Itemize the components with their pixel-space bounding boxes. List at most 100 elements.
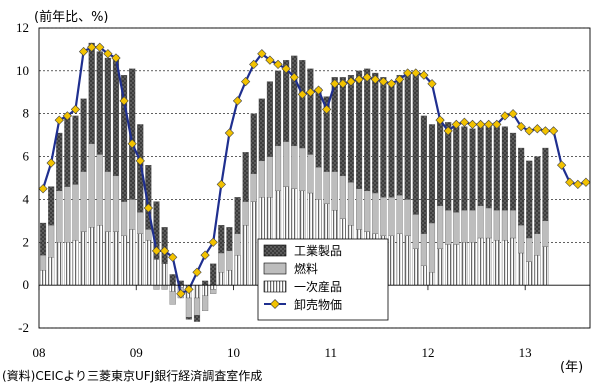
bar-industrial (218, 224, 225, 254)
bar-primary (250, 201, 257, 286)
bar-primary (137, 233, 144, 286)
legend-swatch-marker (270, 299, 280, 309)
bar-fuel (64, 186, 71, 243)
bar-fuel (202, 295, 209, 312)
bar-fuel (534, 233, 541, 256)
bar-primary (210, 284, 217, 290)
bar-industrial (412, 74, 419, 215)
bar-industrial (258, 98, 265, 162)
bar-fuel (153, 284, 160, 290)
bar-fuel (121, 201, 128, 237)
wpi-point (338, 79, 348, 89)
bar-industrial (48, 186, 55, 226)
bar-fuel (493, 209, 500, 241)
wpi-point (484, 119, 494, 130)
wpi-point (216, 179, 226, 190)
bar-fuel (88, 143, 95, 228)
bar-primary (129, 229, 136, 286)
wpi-point (87, 42, 97, 52)
x-tick-label: 13 (519, 345, 532, 360)
wpi-point (378, 76, 388, 87)
wpi-point (38, 184, 48, 194)
bar-primary (121, 235, 128, 286)
wpi-point (354, 74, 364, 85)
bar-primary (477, 237, 484, 286)
bar-industrial (169, 274, 176, 286)
y-tick-label: 2 (23, 234, 30, 249)
bar-fuel (355, 188, 363, 230)
bar-industrial (493, 122, 500, 211)
bar-industrial (437, 117, 444, 207)
bar-industrial (56, 132, 63, 192)
bar-industrial (72, 115, 79, 185)
bar-fuel (372, 192, 379, 234)
wpi-point (281, 64, 291, 74)
bar-industrial (509, 132, 517, 211)
bar-industrial (355, 70, 363, 189)
stacked-bars (39, 42, 549, 322)
bar-industrial (485, 124, 492, 209)
wpi-point (273, 59, 283, 70)
bar-industrial (121, 74, 128, 202)
wholesale-price-line (38, 42, 591, 299)
bar-fuel (258, 160, 265, 198)
bar-industrial (396, 74, 403, 196)
wpi-point (467, 119, 478, 130)
y-tick-label: 4 (23, 191, 30, 206)
bar-primary (226, 269, 233, 286)
bar-fuel (412, 214, 419, 249)
wpi-point (200, 250, 210, 260)
bar-industrial (283, 59, 290, 142)
wpi-point (532, 124, 542, 134)
legend-swatch-primary (263, 280, 287, 293)
wpi-point (184, 284, 194, 295)
wpi-point (168, 252, 178, 262)
bar-industrial (307, 68, 314, 155)
bar-fuel (339, 175, 346, 219)
bar-fuel (72, 184, 79, 241)
plot-frame (38, 27, 591, 329)
bar-primary (234, 254, 241, 286)
wpi-point (346, 76, 356, 87)
y-tick-label: 12 (16, 20, 29, 35)
bar-primary (420, 265, 427, 286)
legend: 工業製品 燃料 一次産品 卸売物価 (257, 238, 389, 321)
wpi-point (257, 49, 267, 59)
bar-primary (56, 242, 63, 286)
bar-primary (218, 272, 225, 286)
bar-industrial (518, 147, 525, 226)
bar-primary (412, 248, 419, 286)
wpi-point (62, 111, 72, 121)
bar-primary (518, 252, 525, 286)
y-tick-label: 0 (23, 277, 30, 292)
bar-fuel (315, 167, 322, 200)
bar-fuel (501, 209, 508, 241)
bar-fuel (250, 173, 257, 202)
bar-fuel (266, 156, 274, 198)
wpi-point (151, 246, 162, 256)
bar-fuel (291, 145, 298, 189)
bar-industrial (80, 98, 87, 172)
wpi-point (435, 115, 445, 125)
bar-fuel (145, 229, 152, 241)
bar-fuel (542, 220, 549, 247)
bar-fuel (509, 209, 517, 239)
bar-fuel (112, 175, 120, 232)
bar-fuel (80, 171, 87, 232)
bar-primary (437, 248, 444, 286)
x-unit-label: (年) (560, 360, 583, 375)
bar-fuel (526, 237, 533, 262)
wpi-point (119, 96, 129, 106)
bar-industrial (202, 280, 209, 286)
bar-fuel (331, 171, 338, 211)
legend-label-primary: 一次産品 (294, 279, 342, 294)
wpi-point (313, 85, 324, 95)
legend-label-fuel: 燃料 (294, 261, 318, 276)
wpi-point (232, 96, 243, 106)
y-unit-label: (前年比、%) (34, 9, 109, 25)
bar-fuel (226, 250, 233, 271)
wpi-point (208, 237, 218, 247)
bar-fuel (469, 209, 476, 243)
bar-primary (509, 237, 517, 286)
